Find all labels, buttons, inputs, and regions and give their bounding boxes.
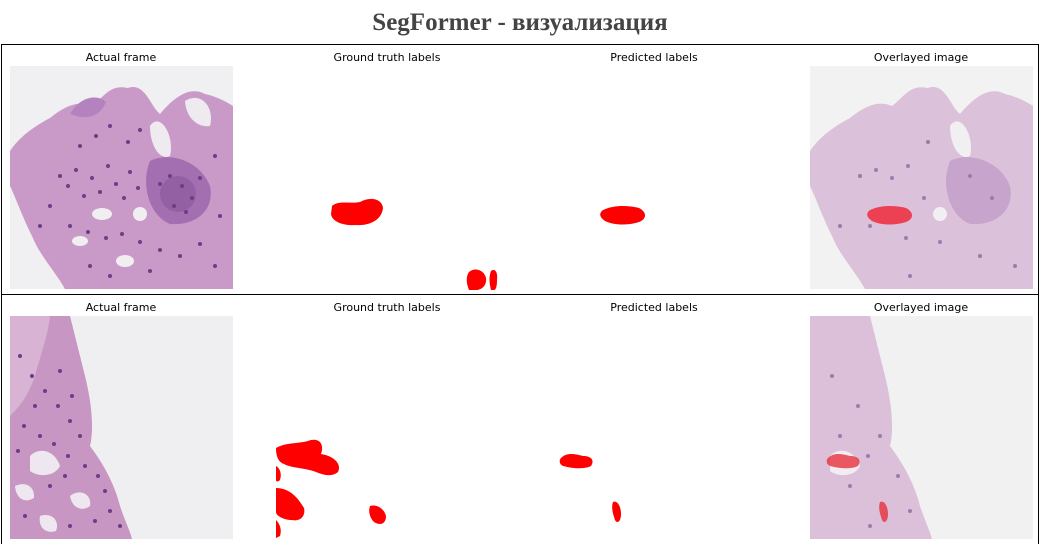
predicted-mask-1 [600,205,645,225]
actual-frame-image [10,66,233,289]
overlay-image-2 [810,316,1033,539]
ground-truth-title: Ground truth labels [333,301,441,314]
overlayed-image-title: Overlayed image [873,51,969,64]
ground-truth-title: Ground truth labels [333,51,441,64]
overlay-image-1 [810,66,1033,289]
visualization-row-2: Actual frame Ground truth labels Predict… [1,294,1039,544]
ground-truth-mask-1 [331,198,498,290]
actual-frame-image [10,316,233,539]
predicted-mask-2 [559,454,621,522]
predicted-labels-title: Predicted labels [610,51,698,64]
visualization-row-1: Actual frame Ground truth labels Predict… [1,44,1039,295]
actual-frame-title: Actual frame [85,51,157,64]
ground-truth-mask [276,66,499,290]
overlayed-image [810,66,1033,289]
predicted-labels-title: Predicted labels [610,301,698,314]
overlayed-image [810,316,1033,539]
predicted-mask [543,66,766,289]
actual-frame-title: Actual frame [85,301,157,314]
ground-truth-mask [276,316,499,539]
predicted-mask [543,316,766,539]
tissue-image-2 [10,316,233,539]
page-title: SegFormer - визуализация [372,9,668,36]
overlayed-image-title: Overlayed image [873,301,969,314]
ground-truth-mask-2 [276,439,386,538]
tissue-image-1 [10,66,233,289]
